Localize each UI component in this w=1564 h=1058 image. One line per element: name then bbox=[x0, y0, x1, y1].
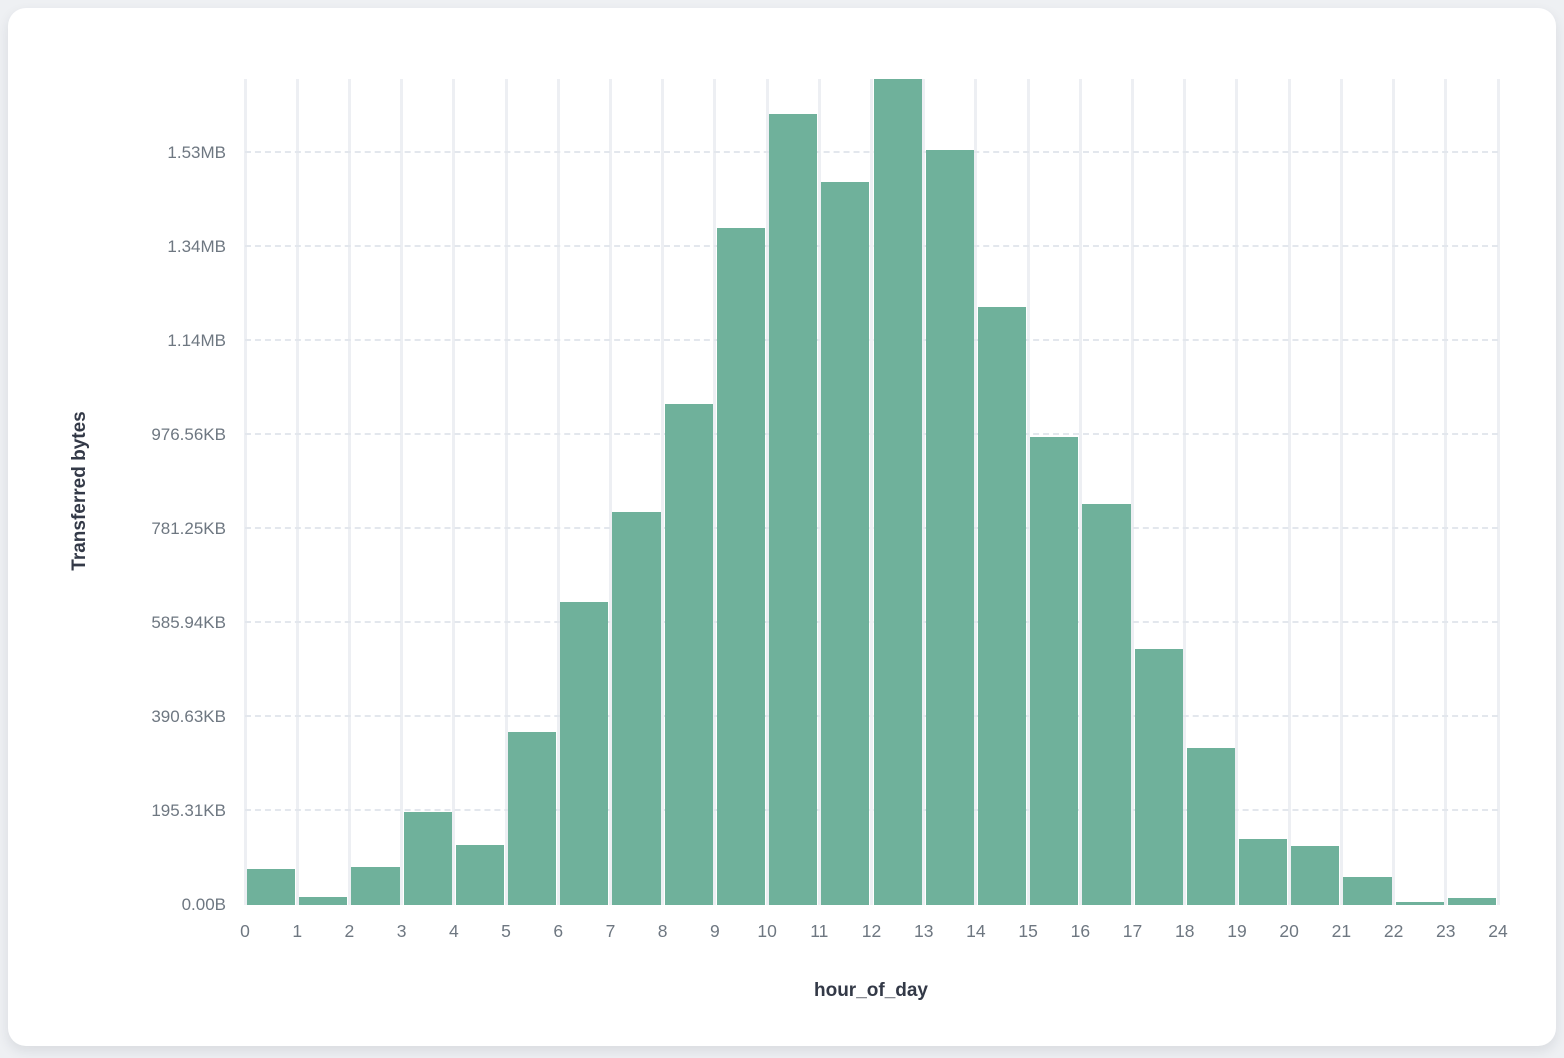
bar-hour-6[interactable] bbox=[560, 601, 609, 905]
bar-hour-3[interactable] bbox=[403, 812, 452, 905]
x-tick-label: 12 bbox=[861, 921, 882, 941]
vertical-gridline bbox=[1444, 79, 1448, 905]
horizontal-gridline bbox=[245, 150, 1498, 153]
x-tick-label: 21 bbox=[1331, 921, 1352, 941]
horizontal-gridline bbox=[245, 338, 1498, 341]
bar-hour-22[interactable] bbox=[1395, 901, 1444, 905]
horizontal-gridline bbox=[245, 526, 1498, 529]
x-tick-label: 15 bbox=[1018, 921, 1038, 941]
bar-hour-4[interactable] bbox=[455, 844, 505, 905]
x-tick-label: 1 bbox=[292, 921, 303, 941]
x-tick-label: 11 bbox=[810, 921, 829, 941]
x-tick-label: 7 bbox=[605, 921, 616, 941]
vertical-gridline bbox=[713, 79, 717, 905]
y-axis-tick-labels: 0.00B 195.31KB 390.63KB 585.94KB 781.25KB 976… bbox=[104, 79, 226, 914]
vertical-gridline bbox=[347, 79, 351, 905]
bar-hour-1[interactable] bbox=[299, 896, 348, 905]
y-tick-label: 390.63KB bbox=[151, 706, 226, 726]
chart-card: 0.00B 195.31KB 390.63KB 585.94KB 781.25KB 976… bbox=[8, 8, 1556, 1046]
bar-hour-19[interactable] bbox=[1238, 839, 1288, 905]
bar-hour-2[interactable] bbox=[351, 867, 400, 905]
y-tick-label: 0.00B bbox=[181, 895, 226, 914]
y-tick-label: 1.34MB bbox=[167, 236, 226, 256]
x-tick-label: 8 bbox=[657, 921, 668, 941]
y-tick-label: 585.94KB bbox=[151, 612, 226, 632]
vertical-gridline bbox=[608, 79, 612, 905]
y-tick-label: 1.53MB bbox=[167, 142, 226, 162]
y-tick-label: 976.56KB bbox=[151, 424, 226, 444]
vertical-gridline bbox=[870, 79, 873, 905]
vertical-gridline bbox=[765, 79, 769, 905]
bar-hour-10[interactable] bbox=[769, 114, 818, 905]
vertical-gridline bbox=[1496, 79, 1500, 905]
horizontal-gridline bbox=[245, 244, 1498, 247]
bar-hour-12[interactable] bbox=[873, 79, 922, 905]
bar-hour-0[interactable] bbox=[247, 869, 296, 905]
vertical-gridline bbox=[1026, 79, 1030, 905]
x-axis-title: hour_of_day bbox=[813, 980, 929, 1001]
x-tick-label: 0 bbox=[240, 921, 250, 941]
x-tick-label: 10 bbox=[757, 921, 777, 941]
x-tick-label: 23 bbox=[1436, 921, 1456, 941]
bar-hour-9[interactable] bbox=[716, 228, 766, 905]
x-tick-label: 19 bbox=[1227, 921, 1247, 941]
x-tick-label: 4 bbox=[448, 921, 459, 941]
bar-hour-14[interactable] bbox=[977, 306, 1027, 905]
bar-hour-18[interactable] bbox=[1186, 748, 1235, 905]
x-tick-label: 5 bbox=[501, 921, 511, 941]
vertical-gridline bbox=[817, 79, 821, 905]
x-tick-label: 22 bbox=[1383, 921, 1404, 941]
x-tick-label: 9 bbox=[710, 921, 720, 941]
plot-area bbox=[243, 79, 1500, 905]
x-tick-label: 16 bbox=[1070, 921, 1091, 941]
horizontal-gridline bbox=[245, 620, 1498, 623]
bar-hour-23[interactable] bbox=[1447, 898, 1496, 905]
vertical-gridline bbox=[452, 79, 456, 905]
x-tick-label: 24 bbox=[1488, 921, 1508, 941]
x-tick-label: 17 bbox=[1122, 921, 1143, 941]
x-tick-label: 14 bbox=[966, 921, 986, 941]
vertical-gridline bbox=[1078, 79, 1082, 905]
y-axis-title: Transferred bytes bbox=[69, 411, 90, 571]
bar-hour-13[interactable] bbox=[925, 150, 974, 905]
horizontal-gridline bbox=[245, 432, 1498, 435]
vertical-gridline bbox=[974, 79, 978, 905]
x-tick-label: 6 bbox=[553, 921, 564, 941]
bar-hour-17[interactable] bbox=[1134, 648, 1183, 905]
bar-hour-16[interactable] bbox=[1082, 504, 1131, 905]
y-tick-label: 1.14MB bbox=[167, 330, 226, 350]
bar-hour-7[interactable] bbox=[612, 512, 661, 905]
bar-hour-15[interactable] bbox=[1030, 437, 1079, 905]
x-axis-tick-labels: 0 1 2 3 4 5 6 7 8 9 10 11 12 13 14 15 16 17 18 19 20 21 22 23 24 bbox=[240, 921, 1508, 947]
vertical-gridline bbox=[1235, 79, 1239, 905]
y-tick-label: 195.31KB bbox=[151, 800, 226, 820]
vertical-gridline bbox=[243, 79, 247, 905]
vertical-gridline bbox=[1183, 79, 1187, 905]
bar-hour-11[interactable] bbox=[821, 182, 870, 905]
bar-hour-5[interactable] bbox=[508, 731, 557, 905]
horizontal-gridline bbox=[245, 714, 1498, 717]
horizontal-gridline bbox=[245, 808, 1498, 811]
bar-hour-21[interactable] bbox=[1343, 877, 1392, 905]
x-tick-label: 13 bbox=[913, 921, 934, 941]
bar-hour-20[interactable] bbox=[1291, 845, 1340, 905]
vertical-gridline bbox=[922, 79, 926, 905]
vertical-gridline bbox=[400, 79, 404, 905]
vertical-gridline bbox=[295, 79, 299, 905]
vertical-gridline bbox=[1287, 79, 1291, 905]
x-tick-label: 18 bbox=[1175, 921, 1195, 941]
vertical-gridline bbox=[1392, 79, 1396, 905]
vertical-gridline bbox=[504, 79, 508, 905]
vertical-gridline bbox=[1131, 79, 1135, 905]
x-tick-label: 3 bbox=[396, 921, 407, 941]
vertical-gridline bbox=[661, 79, 665, 905]
x-tick-label: 20 bbox=[1279, 921, 1299, 941]
y-tick-label: 781.25KB bbox=[151, 518, 226, 538]
vertical-gridline bbox=[1339, 79, 1343, 905]
bar-hour-8[interactable] bbox=[664, 404, 713, 905]
x-tick-label: 2 bbox=[344, 921, 355, 941]
vertical-gridline bbox=[556, 79, 560, 905]
